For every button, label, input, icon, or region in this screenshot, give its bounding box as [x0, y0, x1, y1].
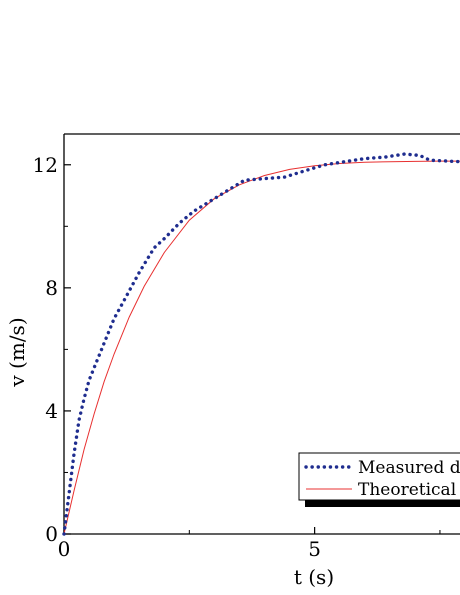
x-tick-label: 5	[308, 537, 321, 561]
y-tick-label: 8	[45, 276, 58, 300]
y-tick-label: 4	[45, 399, 58, 423]
legend-label-measured: Measured data	[358, 458, 460, 478]
y-tick-label: 0	[45, 522, 58, 546]
legend: Measured data Theoretical speed	[298, 452, 460, 507]
axis-ticks: 0 4 8 12 0 5	[33, 153, 441, 561]
x-axis-title: t (s)	[294, 565, 334, 589]
y-axis-title: v (m/s)	[5, 317, 29, 387]
series-line-measured-data	[62, 152, 460, 536]
plot-area: 0 4 8 12 0 5	[33, 133, 460, 561]
legend-label-theoretical: Theoretical speed	[358, 480, 460, 500]
x-tick-label: 0	[58, 537, 71, 561]
series-layer	[62, 152, 460, 536]
y-tick-label: 12	[33, 153, 58, 177]
legend-box	[298, 452, 460, 501]
legend-shadow	[305, 500, 460, 507]
series-line-theoretical-speed	[63, 160, 460, 535]
